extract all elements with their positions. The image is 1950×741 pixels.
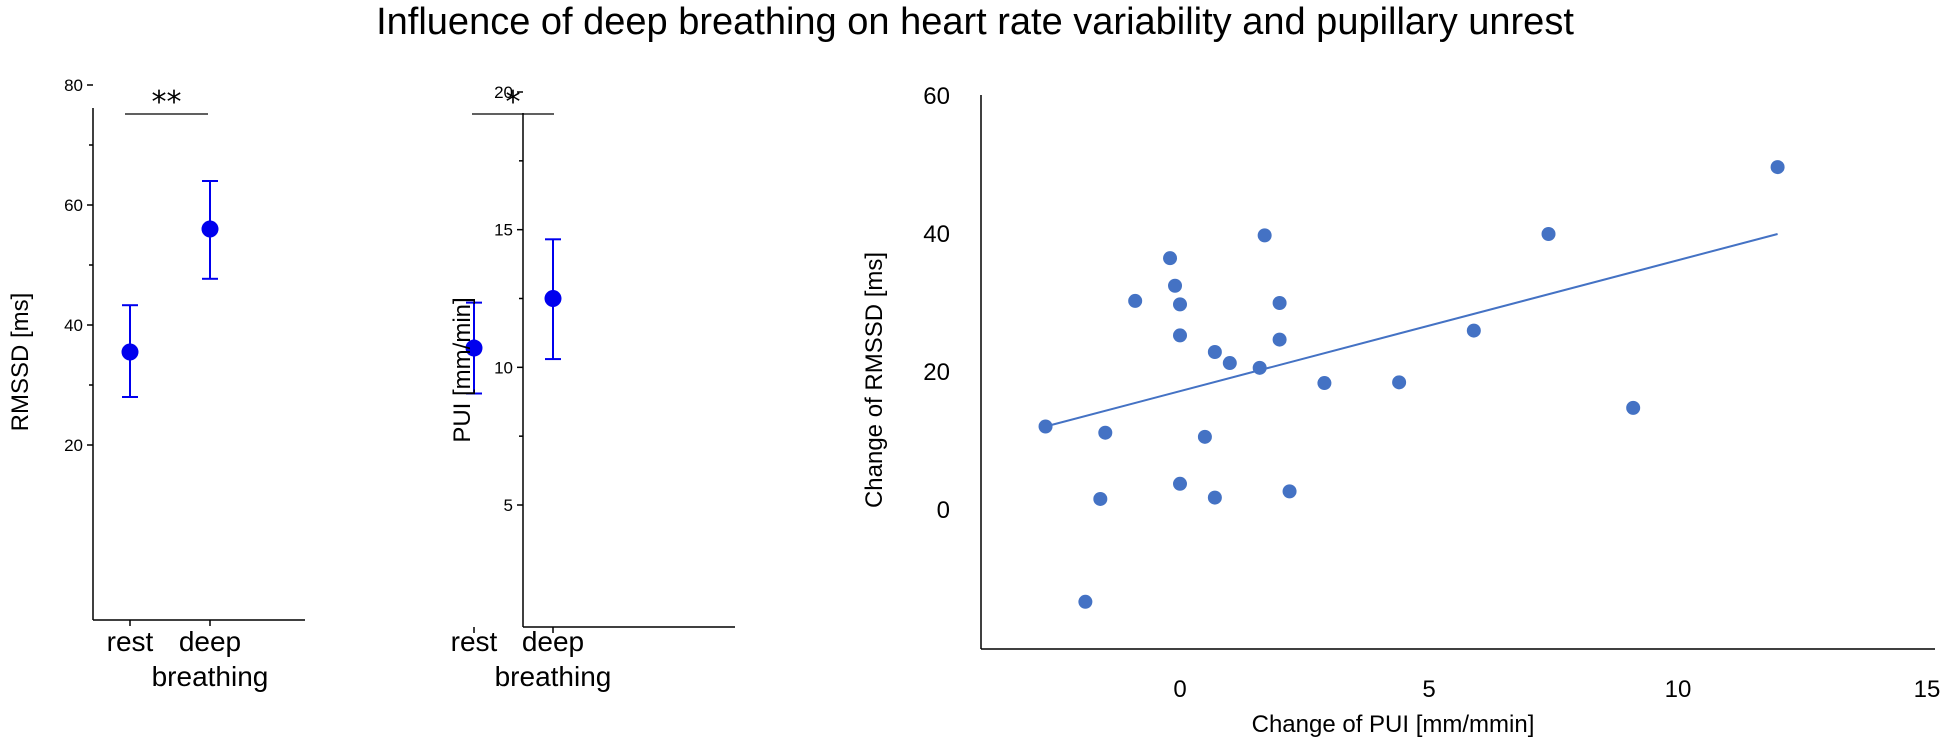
rmssd-panel: 20 40 60 80 rest deep breathing ** RMSSD [ms] xyxy=(7,76,305,692)
rmssd-category-label: breathing xyxy=(152,661,269,692)
scatter-point xyxy=(1173,476,1187,491)
scatter-point xyxy=(1257,228,1272,243)
scatter-x-tick-label: 10 xyxy=(1665,676,1692,703)
rmssd-mean-point xyxy=(201,220,219,238)
scatter-y-tick-label: 60 xyxy=(923,83,950,110)
scatter-point xyxy=(1098,425,1113,440)
scatter-point xyxy=(1272,332,1287,347)
scatter-point xyxy=(1197,429,1212,444)
rmssd-y-tick-label: 20 xyxy=(64,436,83,455)
pui-y-tick-label: 15 xyxy=(494,221,513,240)
pui-y-axis-title: PUI [mm/min] xyxy=(449,297,476,442)
rmssd-mean-point xyxy=(121,343,139,361)
pui-y-tick-label: 10 xyxy=(494,358,513,377)
rmssd-significance-label: ** xyxy=(152,85,182,120)
scatter-point xyxy=(1222,356,1237,371)
pui-mean-point xyxy=(465,339,483,357)
scatter-point xyxy=(1392,375,1407,390)
pui-panel: 5 10 15 20 rest deep breathing * PUI [mm/min] xyxy=(449,83,735,692)
scatter-point xyxy=(1038,419,1053,434)
scatter-point xyxy=(1770,160,1785,175)
scatter-point xyxy=(1207,344,1222,359)
scatter-point xyxy=(1317,376,1332,391)
pui-y-tick-label: 5 xyxy=(504,496,513,515)
scatter-point xyxy=(1466,323,1481,338)
pui-category-label: rest xyxy=(451,626,498,657)
scatter-point xyxy=(1252,360,1267,375)
scatter-point xyxy=(1168,278,1183,293)
scatter-y-tick-label: 20 xyxy=(923,359,950,386)
scatter-x-tick-label: 0 xyxy=(1173,676,1186,703)
pui-category-label: breathing xyxy=(495,661,612,692)
rmssd-y-tick-label: 60 xyxy=(64,196,83,215)
scatter-x-axis-title: Change of PUI [mm/mmin] xyxy=(1252,711,1535,738)
scatter-point xyxy=(1541,227,1556,241)
rmssd-category-label: deep xyxy=(179,626,241,657)
pui-mean-point xyxy=(544,290,562,307)
rmssd-y-axis-title: RMSSD [ms] xyxy=(7,293,34,432)
scatter-point xyxy=(1173,328,1187,343)
scatter-point xyxy=(1207,490,1222,505)
scatter-trend-line xyxy=(1045,233,1778,428)
scatter-point xyxy=(1272,296,1287,310)
rmssd-y-tick-label: 80 xyxy=(64,76,83,95)
scatter-point xyxy=(1282,484,1297,499)
scatter-x-tick-label: 15 xyxy=(1914,676,1941,703)
scatter-point xyxy=(1093,491,1108,506)
scatter-point xyxy=(1163,251,1178,266)
rmssd-category-label: rest xyxy=(107,626,154,657)
scatter-y-tick-label: 40 xyxy=(923,221,950,248)
scatter-point xyxy=(1173,297,1187,312)
chart-title: Influence of deep breathing on heart rat… xyxy=(376,1,1574,43)
scatter-point xyxy=(1128,293,1143,308)
scatter-y-axis-title: Change of RMSSD [ms] xyxy=(861,252,888,508)
scatter-panel: 0 5 10 15 0 20 40 60 Change of RMSSD [ms] Chang… xyxy=(861,83,1940,738)
scatter-point xyxy=(1626,400,1641,415)
scatter-y-tick-label: 0 xyxy=(937,497,950,524)
scatter-x-tick-label: 5 xyxy=(1422,676,1435,703)
rmssd-y-tick-label: 40 xyxy=(64,316,83,335)
pui-y-tick-label: 20 xyxy=(494,83,513,102)
pui-significance-label: * xyxy=(506,85,521,120)
scatter-point xyxy=(1078,594,1093,609)
pui-category-label: deep xyxy=(522,626,584,657)
